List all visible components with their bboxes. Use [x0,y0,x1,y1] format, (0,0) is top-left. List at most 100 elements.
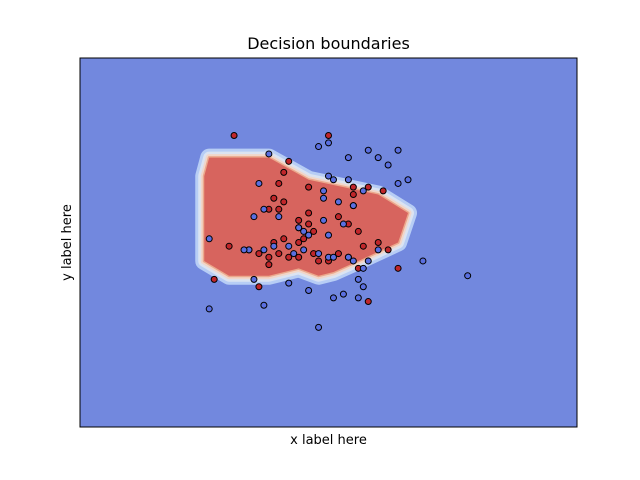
data-point-blue [394,146,402,154]
data-point-red [275,205,283,213]
data-point-blue [374,154,382,162]
data-point-red [265,261,273,269]
data-point-blue [329,176,337,184]
data-point-red [210,275,218,283]
data-point-red [384,246,392,254]
data-point-red [325,131,332,139]
data-point-blue [315,323,323,331]
data-point-red [305,183,313,191]
data-point-red [280,198,288,206]
data-point-blue [325,172,332,180]
data-point-red [230,131,238,139]
data-point-blue [260,205,268,213]
data-point-red [285,253,293,261]
data-point-red [379,187,387,195]
data-point-blue [359,264,367,272]
data-point-blue [339,220,347,228]
chart-title: Decision boundaries [247,34,410,53]
data-point-red [305,220,313,228]
data-point-blue [344,176,352,184]
data-point-red [280,168,288,176]
data-points [205,131,472,331]
data-point-red [364,298,372,306]
data-point-blue [344,253,352,261]
data-point-red [265,253,273,261]
axes-frame [79,57,578,428]
data-point-red [364,183,372,191]
data-point-blue [359,283,367,291]
x-axis-label: x label here [290,433,367,448]
data-point-blue [374,246,382,254]
data-point-red [305,209,313,217]
data-point-red [374,239,382,246]
data-point-red [300,235,308,243]
data-point-blue [339,290,347,298]
data-point-red [255,250,263,258]
decision-region-core [204,157,409,276]
data-point-blue [364,257,372,265]
data-point-blue [329,253,337,261]
data-point-blue [404,176,412,184]
data-point-blue [315,250,323,258]
data-point-blue [464,272,472,280]
data-point-red [349,183,357,191]
decision-region [195,148,418,285]
data-point-blue [354,294,362,302]
data-point-blue [205,305,213,313]
data-point-blue [260,301,268,309]
data-point-blue [325,139,332,147]
data-point-blue [334,198,342,206]
data-point-blue [300,227,308,235]
data-point-blue [275,213,283,221]
data-point-blue [359,187,367,195]
data-point-red [285,157,293,165]
data-point-blue [305,231,313,239]
data-point-blue [349,257,357,265]
data-point-blue [354,275,362,283]
data-point-blue [320,187,328,195]
data-point-blue [250,275,258,283]
data-point-blue [265,150,273,158]
data-point-blue [285,242,293,250]
data-point-blue [260,246,268,254]
data-point-red [359,242,367,250]
data-point-blue [344,154,352,162]
data-point-blue [300,246,308,254]
data-point-blue [270,242,278,250]
data-point-red [275,250,283,258]
plot-area [79,57,578,428]
y-axis-label: y label here [60,204,75,281]
data-point-blue [329,294,337,302]
data-point-red [354,227,362,235]
data-point-red [295,253,303,261]
data-point-blue [285,279,293,287]
data-point-red [315,257,323,265]
data-point-blue [240,246,248,254]
data-point-blue [255,179,263,187]
data-point-red [334,250,342,258]
data-point-red [394,264,402,272]
data-point-blue [315,143,323,151]
data-point-blue [295,224,303,232]
data-point-blue [305,286,313,294]
data-point-blue [364,146,372,154]
data-point-red [334,213,342,221]
data-point-red [280,235,288,243]
data-point-blue [384,161,392,169]
data-point-blue [290,250,298,258]
data-point-red [270,194,278,202]
data-point-blue [419,257,427,265]
data-point-red [275,179,283,187]
data-point-red [225,242,233,250]
data-point-blue [205,235,213,243]
data-point-red [295,239,303,246]
data-point-blue [250,213,258,221]
data-point-blue [349,202,357,210]
data-point-blue [394,179,402,187]
data-point-blue [320,194,328,202]
data-point-blue [320,216,328,224]
data-point-red [255,283,263,291]
data-point-red [349,191,357,199]
data-point-red [295,216,303,224]
